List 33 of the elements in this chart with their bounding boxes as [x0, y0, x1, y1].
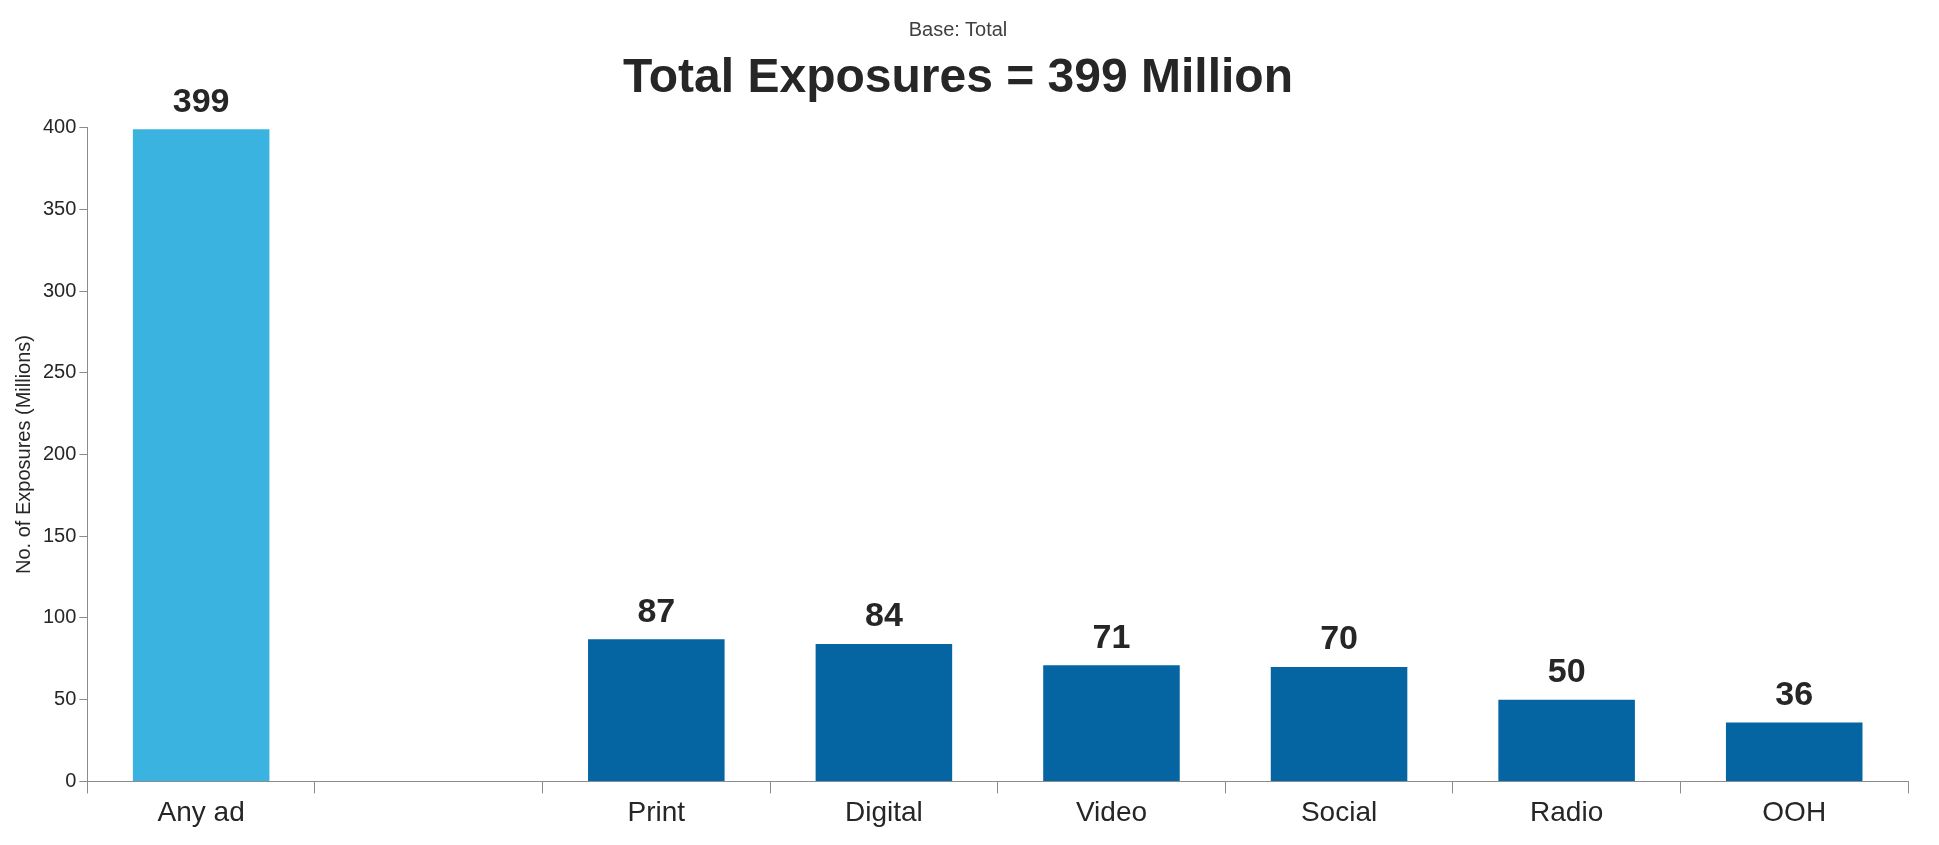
data-label: 71 — [1092, 616, 1131, 655]
bar — [1270, 666, 1408, 781]
y-tick-label: 100 — [42, 605, 77, 628]
chart-title: Total Exposures = 399 Million — [623, 49, 1293, 103]
x-tick-label: Video — [1075, 795, 1148, 827]
bar — [588, 639, 725, 781]
data-label: 84 — [864, 595, 903, 634]
y-tick-label: 400 — [42, 115, 77, 138]
y-tick-label: 250 — [42, 360, 77, 383]
y-tick-label: 350 — [42, 196, 77, 219]
data-label: 399 — [172, 80, 230, 119]
y-tick-label: 200 — [42, 442, 77, 465]
bar — [1043, 665, 1180, 781]
y-tick-label: 300 — [42, 278, 77, 301]
x-tick-label: Radio — [1530, 795, 1604, 827]
x-tick-label: Print — [627, 795, 686, 827]
x-tick-label: Social — [1300, 795, 1378, 827]
data-label: 36 — [1775, 673, 1814, 712]
y-axis-title: No. of Exposures (Millions) — [11, 335, 34, 574]
y-tick-label: 50 — [54, 687, 77, 710]
data-label: 70 — [1320, 618, 1358, 657]
bar — [815, 644, 953, 781]
x-tick-label: Any ad — [157, 795, 245, 827]
chart-subtitle: Base: Total — [908, 17, 1008, 40]
data-label: 87 — [637, 590, 676, 629]
x-tick-label: OOH — [1762, 795, 1827, 827]
bar — [132, 129, 270, 781]
y-tick-label: 0 — [65, 768, 77, 791]
y-tick-label: 150 — [42, 523, 77, 546]
bar — [1498, 699, 1635, 781]
x-tick-label: Digital — [844, 795, 923, 827]
bar — [1725, 722, 1863, 781]
data-label: 50 — [1547, 651, 1586, 690]
